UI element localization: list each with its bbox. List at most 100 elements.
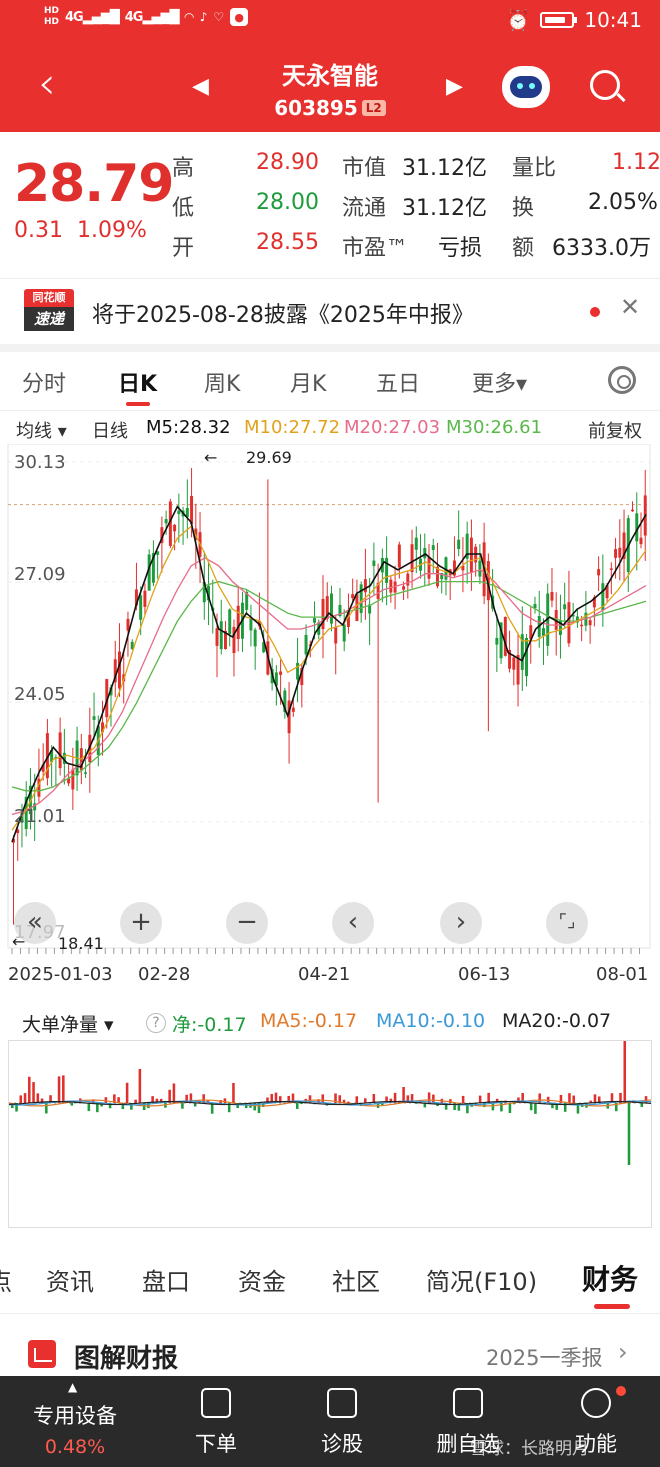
tab-finance[interactable]: 财务: [582, 1263, 639, 1296]
candle-body: [525, 638, 529, 677]
candle-body: [427, 557, 431, 579]
indicator-bar: [491, 1103, 495, 1111]
tab-partial[interactable]: 点: [0, 1262, 12, 1297]
indicator-bar: [627, 1103, 631, 1165]
tab-weekly-k[interactable]: 周K: [204, 372, 241, 397]
kline-chart[interactable]: 30.13 27.09 24.05 21.01 17.97 ← 29.69 ← …: [0, 444, 660, 1000]
tab-more[interactable]: 更多▾: [472, 372, 528, 397]
candle-body: [109, 687, 113, 696]
indicator-bar: [45, 1103, 48, 1114]
candle-body: [486, 561, 490, 601]
candle-body: [160, 527, 164, 544]
next-stock-icon[interactable]: ▶: [446, 74, 463, 99]
candle-body: [461, 565, 465, 571]
indicator-bar: [487, 1092, 490, 1103]
period-tabs: 分时 日K 周K 月K 五日 更多▾: [0, 352, 660, 408]
tab-daily-k[interactable]: 日K: [118, 372, 158, 397]
top-header: HD HD 4G▂▄▆█ 4G▂▄▆█ ◠ ♪ ♡ ● ⏰ 10:41 ‹ ◀ …: [0, 0, 660, 132]
indicator-bar: [202, 1094, 205, 1103]
zoom-out-button[interactable]: −: [226, 902, 268, 944]
tab-funds[interactable]: 资金: [238, 1268, 286, 1296]
order-button[interactable]: 下单: [166, 1376, 266, 1467]
ma20-line: [11, 557, 647, 816]
candle-body: [274, 672, 278, 686]
stock-code-line: 603895 L2: [220, 96, 440, 120]
candle-body: [351, 594, 355, 599]
tab-five-day[interactable]: 五日: [376, 372, 421, 397]
hd-badge-1: HD: [44, 6, 60, 16]
candle-body: [313, 618, 317, 623]
fullscreen-button[interactable]: ⌜⌟: [546, 902, 588, 944]
indicator-bar: [402, 1087, 405, 1103]
candle-body: [516, 654, 520, 685]
diagnose-button[interactable]: 诊股: [292, 1376, 392, 1467]
candle-body: [296, 662, 300, 680]
close-icon[interactable]: ✕: [620, 293, 641, 321]
tab-news[interactable]: 资讯: [46, 1268, 94, 1296]
candle-body: [147, 554, 151, 591]
candle-body: [414, 537, 418, 550]
indicator-bar: [227, 1103, 231, 1113]
indicator-bar: [91, 1099, 95, 1103]
candle-body: [84, 772, 88, 774]
candle-body: [402, 586, 406, 590]
mktcap-value: 31.12亿: [402, 156, 487, 181]
indicator-bar: [466, 1103, 469, 1114]
rewind-button[interactable]: «: [14, 902, 56, 944]
candle-body: [452, 560, 456, 576]
indicator-chart[interactable]: [8, 979, 652, 1228]
x-tick-label: 06-13: [458, 964, 511, 985]
indicator-dropdown[interactable]: 大单净量 ▾: [22, 1014, 114, 1036]
indicator-bar: [164, 1103, 167, 1108]
search-icon[interactable]: [588, 68, 628, 108]
chart-settings-icon[interactable]: [608, 366, 636, 394]
candle-body: [37, 778, 41, 797]
notice-banner[interactable]: 同花顺 速递 将于2025-08-28披露《2025年中报》 ✕: [0, 278, 660, 344]
y-tick-label: 27.09: [14, 564, 66, 585]
robot-assistant-icon[interactable]: [502, 66, 550, 108]
candle-body: [190, 496, 194, 525]
tab-orderbook[interactable]: 盘口: [142, 1268, 190, 1296]
float-label: 流通: [342, 196, 387, 221]
remove-watchlist-button[interactable]: 删自选: [418, 1376, 518, 1467]
candle-body: [50, 750, 54, 763]
back-icon[interactable]: ‹: [38, 58, 56, 109]
level2-badge: L2: [361, 100, 386, 116]
candle-body: [597, 569, 601, 576]
tab-intraday[interactable]: 分时: [22, 372, 67, 397]
indicator-bar: [185, 1094, 188, 1103]
candle-body: [207, 585, 211, 601]
help-icon[interactable]: ?: [146, 1013, 166, 1033]
prev-stock-icon[interactable]: ◀: [192, 74, 209, 99]
indicator-bar: [113, 1094, 116, 1103]
tab-f10[interactable]: 简况(F10): [426, 1268, 538, 1296]
ma-mode-dropdown[interactable]: 均线 ▾: [16, 421, 67, 442]
indicator-bar: [529, 1103, 533, 1111]
indicator-bar: [168, 1089, 171, 1103]
zoom-in-button[interactable]: +: [120, 902, 162, 944]
candle-body: [24, 796, 28, 829]
chevron-right-icon[interactable]: ›: [618, 1338, 628, 1366]
adjust-mode[interactable]: 前复权: [588, 421, 642, 442]
candle-body: [185, 508, 189, 518]
indicator-bar: [521, 1092, 524, 1103]
candle-body: [105, 679, 109, 718]
function-button[interactable]: 功能: [546, 1376, 646, 1467]
indicator-bar: [189, 1093, 193, 1103]
scroll-right-button[interactable]: ›: [440, 902, 482, 944]
tab-monthly-k[interactable]: 月K: [290, 372, 327, 397]
wifi-icon: ◠: [184, 10, 194, 24]
candle-body: [330, 593, 333, 624]
tab-community[interactable]: 社区: [332, 1268, 380, 1296]
x-tick-label: 2025-01-03: [8, 964, 113, 985]
y-tick-label: 24.05: [14, 684, 66, 705]
sector-button[interactable]: ▲ 专用设备 0.48%: [0, 1376, 150, 1467]
indicator-bar: [478, 1095, 482, 1103]
candle-body: [588, 620, 592, 626]
indicator-bar: [40, 1098, 44, 1103]
report-period[interactable]: 2025一季报: [486, 1346, 603, 1370]
finance-header[interactable]: 图解财报 2025一季报 ›: [0, 1322, 660, 1378]
scroll-left-button[interactable]: ‹: [332, 902, 374, 944]
price-change: 0.31 1.09%: [14, 218, 147, 243]
low-label: 低: [172, 196, 195, 221]
